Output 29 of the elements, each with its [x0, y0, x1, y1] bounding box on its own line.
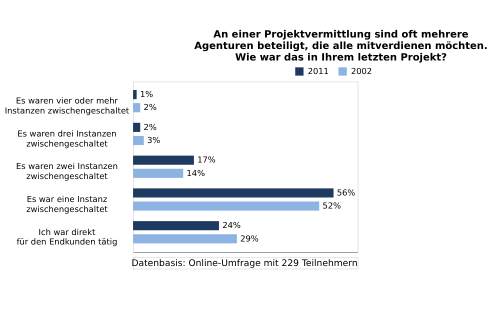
legend-label: 2002 — [350, 66, 372, 76]
bar — [133, 156, 194, 165]
data-label: 2% — [144, 122, 157, 132]
bar — [133, 90, 137, 100]
data-label: 14% — [186, 168, 206, 178]
data-label: 1% — [140, 89, 154, 100]
bar — [133, 122, 140, 132]
y-tick-label: Es waren drei Instanzen zwischengeschaltet — [17, 128, 117, 148]
data-label: 24% — [222, 220, 241, 230]
y-tick-label: Es waren zwei Instanzen zwischengeschaltet — [16, 161, 118, 182]
y-tick-label: Es waren vier oder mehr Instanzen zwischengeschaltet — [4, 96, 130, 116]
bar — [133, 221, 219, 230]
text: Datenbasis: Online-Umfrage mit 229 Teilnehmern — [131, 259, 358, 270]
data-label: 52% — [322, 200, 342, 211]
bar — [133, 136, 144, 146]
y-tick-label: Ich war direkt für den Endkunden tätig — [16, 226, 118, 247]
data-label: 2% — [144, 102, 157, 112]
chart-title: An einer Projektvermittlung sind oft mehrere Agenturen beteiligt, die alle mitverdienen möchten. Wie war das in Ihrem letzten Projekt? — [194, 29, 488, 64]
legend-label: 2011 — [308, 66, 329, 76]
data-label: 3% — [147, 134, 160, 145]
data-label: 17% — [197, 154, 216, 165]
bar — [133, 103, 140, 112]
bar — [133, 188, 334, 198]
data-label: 29% — [240, 233, 259, 244]
bar — [133, 168, 184, 178]
bar — [133, 234, 237, 244]
y-tick-label: Es war eine Instanz zwischengeschaltet — [26, 194, 108, 214]
data-label: 56% — [336, 187, 356, 198]
bar — [133, 201, 320, 211]
